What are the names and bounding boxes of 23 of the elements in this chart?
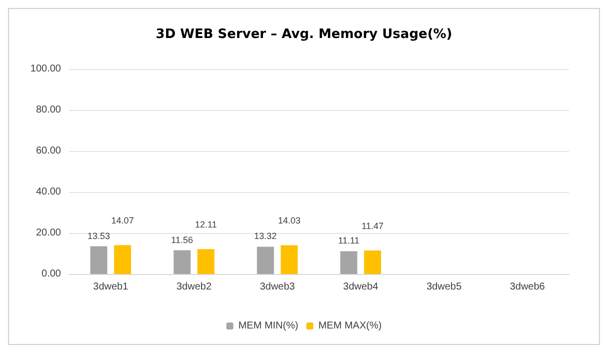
y-tick-label: 60.00 [36,146,62,156]
x-tick-label: 3dweb3 [260,282,296,292]
data-label: 14.03 [278,216,300,226]
y-tick-label: 100.00 [30,64,62,74]
data-label: 11.11 [338,236,360,246]
x-tick-label: 3dweb1 [93,282,129,292]
legend-label: MEM MIN(%) [238,320,298,332]
x-tick-label: 3dweb5 [426,282,462,292]
y-tick-label: 80.00 [36,104,62,116]
x-tick-label: 3dweb6 [510,282,546,292]
y-tick-label: 40.00 [36,186,62,198]
data-label: 11.47 [362,220,384,231]
y-tick-label: 0.00 [42,268,62,280]
data-label: 14.07 [111,216,134,226]
data-label: 13.53 [88,230,110,241]
data-label: 13.32 [254,231,277,242]
data-label: 11.56 [171,234,194,245]
data-label: 12.11 [194,220,217,230]
x-tick-label: 3dweb2 [176,282,212,292]
chart-title: 3D WEB Server – Avg. Memory Usage(%) [156,27,452,42]
x-tick-label: 3dweb4 [343,282,379,292]
legend-label: MEM MAX(%) [318,320,382,332]
y-tick-label: 20.00 [36,228,62,238]
